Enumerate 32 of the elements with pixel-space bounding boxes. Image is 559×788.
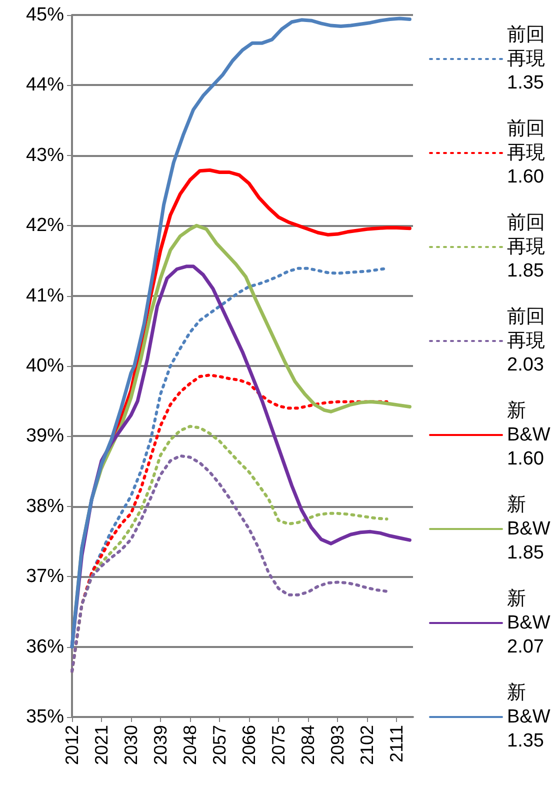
legend-label: 新 B&W 1.35 (507, 682, 550, 752)
y-tick-label: 42% (26, 215, 64, 236)
legend-label: 新 B&W 2.07 (507, 588, 550, 658)
x-tick-label: 2057 (210, 725, 230, 766)
x-tick-label: 2111 (386, 725, 407, 762)
x-tick-label: 2048 (180, 725, 200, 766)
x-tick-label: 2084 (298, 725, 318, 766)
legend-label: 前回再現 1.35 (507, 24, 545, 94)
x-tick-label: 2039 (150, 725, 171, 766)
legend-label: 前回再現 1.60 (507, 118, 545, 188)
y-tick-label: 44% (26, 74, 64, 96)
legend-label: 新 B&W 1.60 (507, 400, 550, 470)
y-tick-label: 43% (26, 144, 64, 166)
x-tick-label: 2075 (268, 725, 289, 766)
x-tick-label: 2030 (121, 725, 142, 766)
y-tick-label: 37% (26, 566, 64, 588)
x-tick-label: 2093 (328, 725, 348, 766)
x-tick-label: 2066 (239, 725, 260, 766)
y-tick-label: 36% (26, 636, 64, 658)
legend-label: 前回再現 1.85 (507, 212, 545, 282)
y-tick-label: 39% (26, 426, 64, 447)
x-tick-label: 2021 (92, 725, 112, 766)
x-tick-label: 2012 (62, 725, 82, 766)
line-series (70, 16, 412, 649)
y-tick-label: 45% (26, 4, 64, 26)
y-tick-label: 41% (26, 285, 64, 306)
legend-label: 新 B&W 1.85 (507, 494, 550, 564)
y-tick-label: 38% (26, 496, 64, 517)
y-tick-label: 40% (26, 356, 64, 376)
x-tick-label: 2102 (357, 725, 378, 766)
y-tick-label: 35% (26, 706, 64, 728)
legend-label: 前回再現 2.03 (507, 306, 545, 376)
